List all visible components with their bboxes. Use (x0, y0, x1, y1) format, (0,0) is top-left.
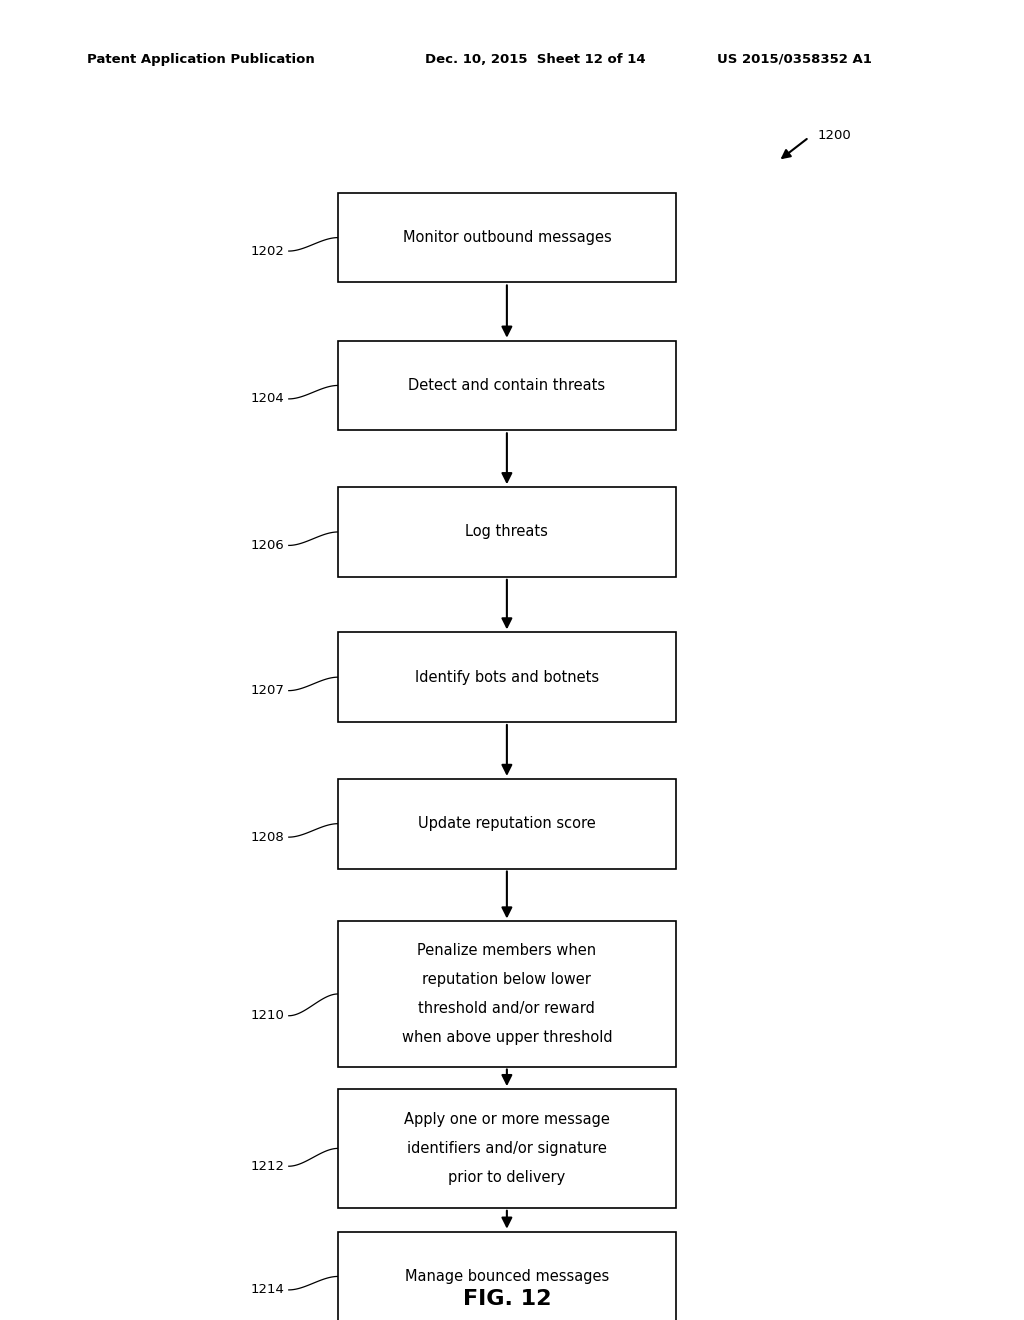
Text: 1200: 1200 (817, 129, 851, 143)
Text: Monitor outbound messages: Monitor outbound messages (402, 230, 611, 246)
Bar (338, 1232, 676, 1320)
Text: Penalize members when: Penalize members when (418, 942, 596, 958)
Text: 1206: 1206 (251, 539, 285, 552)
Bar (338, 779, 676, 869)
Text: identifiers and/or signature: identifiers and/or signature (407, 1140, 607, 1156)
Text: Manage bounced messages: Manage bounced messages (404, 1269, 609, 1284)
Bar (338, 341, 676, 430)
Text: 1207: 1207 (251, 684, 285, 697)
Text: FIG. 12: FIG. 12 (463, 1290, 551, 1309)
Text: 1208: 1208 (251, 830, 285, 843)
Text: Detect and contain threats: Detect and contain threats (409, 378, 605, 393)
Text: prior to delivery: prior to delivery (449, 1170, 565, 1185)
Text: reputation below lower: reputation below lower (423, 972, 591, 987)
Bar (338, 632, 676, 722)
Text: 1210: 1210 (251, 1010, 285, 1022)
Text: threshold and/or reward: threshold and/or reward (419, 1001, 595, 1016)
Text: Apply one or more message: Apply one or more message (403, 1111, 610, 1127)
Text: 1202: 1202 (251, 244, 285, 257)
Bar (338, 193, 676, 282)
Text: US 2015/0358352 A1: US 2015/0358352 A1 (717, 53, 871, 66)
Text: Dec. 10, 2015  Sheet 12 of 14: Dec. 10, 2015 Sheet 12 of 14 (425, 53, 645, 66)
Text: 1204: 1204 (251, 392, 285, 405)
Text: 1214: 1214 (251, 1283, 285, 1296)
Bar (338, 921, 676, 1067)
Text: Log threats: Log threats (466, 524, 548, 540)
Text: Patent Application Publication: Patent Application Publication (87, 53, 314, 66)
Bar (338, 487, 676, 577)
Text: Update reputation score: Update reputation score (418, 816, 596, 832)
Bar (338, 1089, 676, 1208)
Text: when above upper threshold: when above upper threshold (401, 1030, 612, 1045)
Text: Identify bots and botnets: Identify bots and botnets (415, 669, 599, 685)
Text: 1212: 1212 (251, 1160, 285, 1172)
